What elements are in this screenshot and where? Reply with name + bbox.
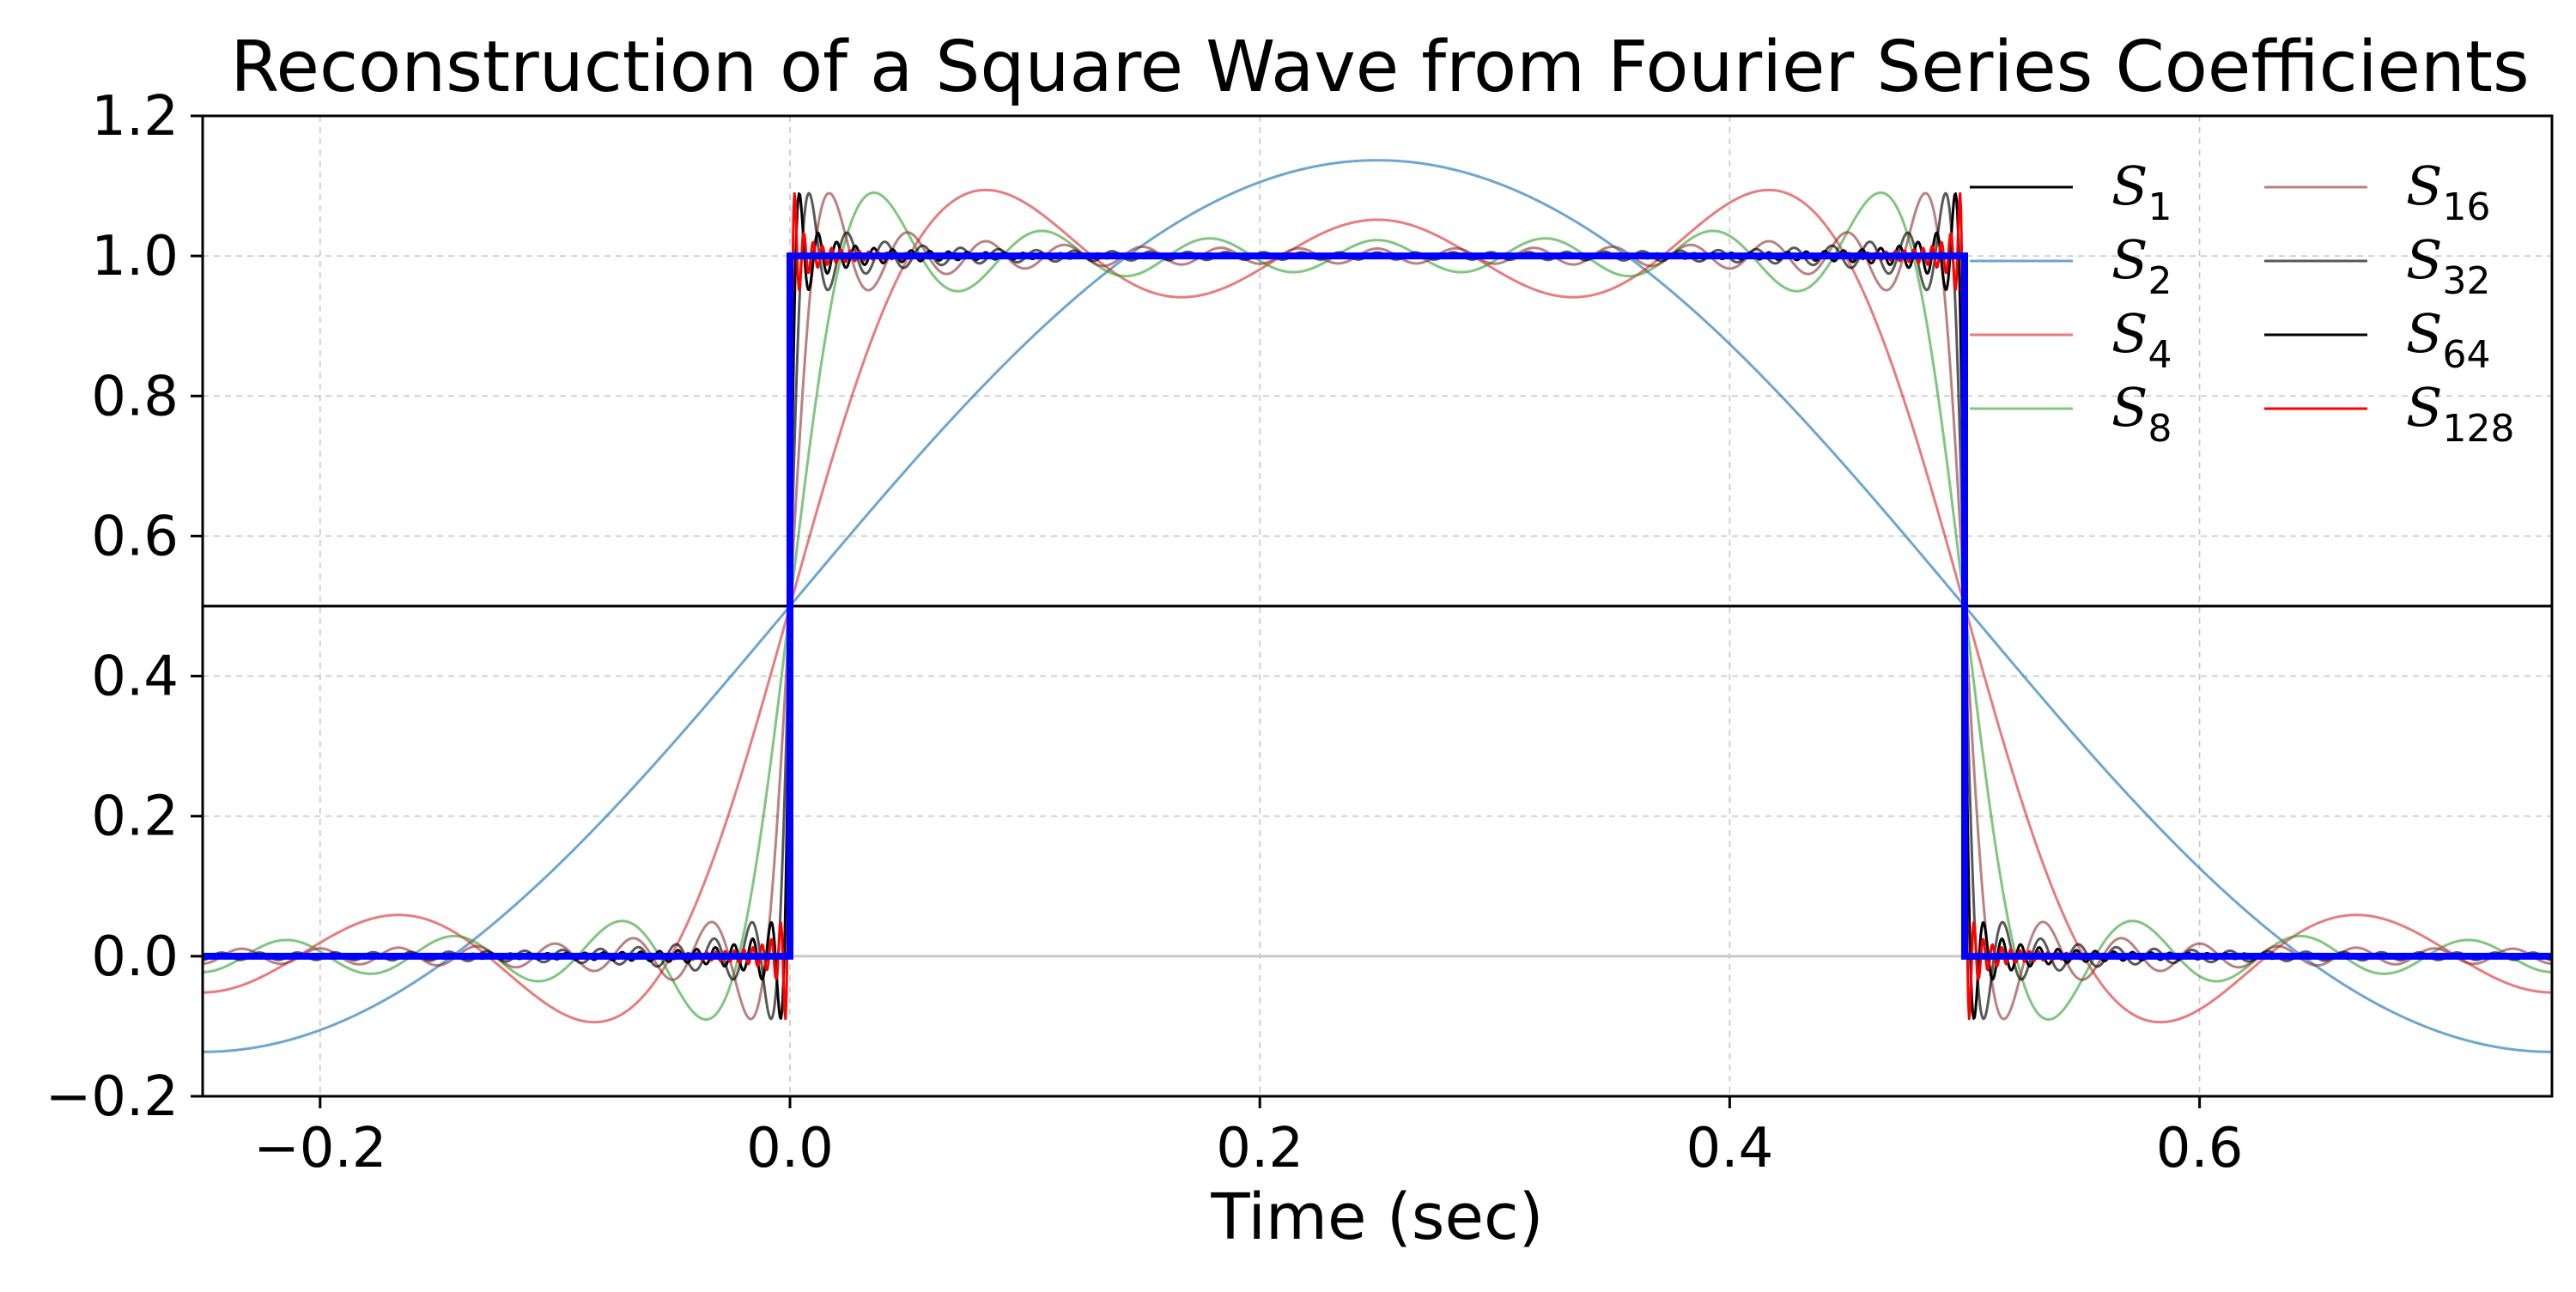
x-tick-label: 0.6 (2156, 1117, 2244, 1180)
legend-label: S1 (2111, 155, 2172, 229)
y-tick-label: 0.2 (91, 786, 179, 849)
legend-label: S8 (2111, 376, 2172, 451)
y-tick-label: 1.2 (91, 85, 179, 149)
series-lines (203, 159, 2552, 1053)
square-wave-line (203, 252, 2552, 960)
series-line-s2 (203, 159, 2552, 1053)
series-line-s4 (203, 188, 2552, 1024)
legend-label: S16 (2406, 155, 2490, 229)
legend-entry-s4: S4 (1970, 302, 2172, 377)
legend-entry-s32: S32 (2264, 228, 2490, 303)
x-tick-label: 0.4 (1686, 1117, 1774, 1180)
y-tick-label: 0.4 (91, 646, 179, 709)
legend-entry-s1: S1 (1970, 155, 2172, 229)
axis-ticks: −0.2 0.0 0.2 0.4 0.6 −0.2 0.0 0.2 0.4 0.6 0.8 1.0 1.… (46, 85, 2244, 1180)
legend-label: S2 (2111, 228, 2172, 303)
legend-entry-s2: S2 (1970, 228, 2172, 303)
legend-label: S128 (2406, 376, 2514, 451)
legend-label: S4 (2111, 302, 2172, 377)
legend-label: S32 (2406, 228, 2490, 303)
plot-frame (201, 114, 2554, 1098)
legend-entry-s64: S64 (2264, 302, 2490, 377)
legend-entry-s128: S128 (2264, 376, 2514, 451)
series-line-s8 (203, 191, 2552, 1022)
y-tick-label: 1.0 (91, 225, 179, 288)
x-tick-label: −0.2 (253, 1117, 386, 1180)
series-line-s16 (203, 191, 2552, 1021)
y-tick-label: 0.0 (91, 925, 179, 989)
legend-entry-s8: S8 (1970, 376, 2172, 451)
x-tick-label: 0.0 (746, 1117, 834, 1180)
x-axis-label: Time (sec) (1210, 1180, 1543, 1254)
legend-label: S64 (2406, 302, 2490, 377)
y-tick-label: 0.6 (91, 505, 179, 568)
x-tick-label: 0.2 (1216, 1117, 1303, 1180)
chart-title: Reconstruction of a Square Wave from Fou… (230, 27, 2530, 108)
legend-entry-s16: S16 (2264, 155, 2490, 229)
y-tick-label: 0.8 (91, 365, 179, 428)
y-tick-label: −0.2 (46, 1065, 179, 1129)
series-line-s32 (203, 191, 2552, 1021)
